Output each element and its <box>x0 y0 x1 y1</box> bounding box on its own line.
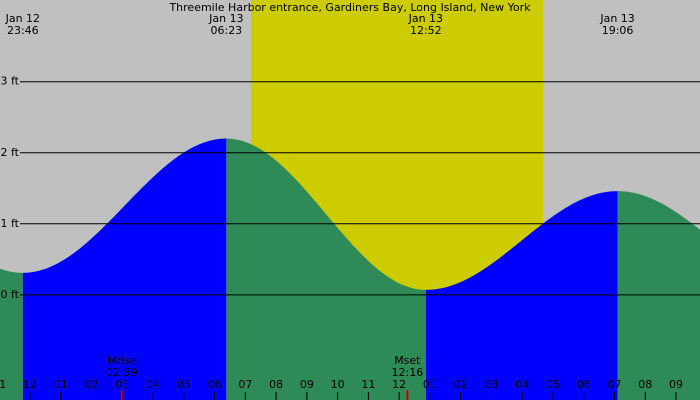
extreme-time: 06:23 <box>210 24 242 37</box>
x-tick-label: 09 <box>669 378 683 391</box>
x-tick-label: 05 <box>177 378 191 391</box>
chart-title: Threemile Harbor entrance, Gardiners Bay… <box>168 1 531 14</box>
x-tick-label: 01 <box>423 378 437 391</box>
extreme-date: Jan 13 <box>208 12 243 25</box>
x-tick-label: 12 <box>23 378 37 391</box>
tide-fill-falling <box>0 268 23 400</box>
x-tick-label: 07 <box>607 378 621 391</box>
extreme-date: Jan 13 <box>599 12 634 25</box>
moon-time: 12:16 <box>392 366 424 379</box>
extreme-time: 23:46 <box>7 24 39 37</box>
y-tick-label: 1 ft <box>1 217 20 230</box>
extreme-time: 12:52 <box>410 24 442 37</box>
x-tick-label: 07 <box>238 378 252 391</box>
x-tick-label: 05 <box>546 378 560 391</box>
y-tick-label: 0 ft <box>1 288 20 301</box>
y-tick-label: 3 ft <box>1 75 20 88</box>
y-tick-label: 2 ft <box>1 146 20 159</box>
label-layer: Threemile Harbor entrance, Gardiners Bay… <box>0 1 683 391</box>
x-tick-label: 03 <box>484 378 498 391</box>
tide-fill-trailing <box>617 191 700 400</box>
x-tick-label: 12 <box>392 378 406 391</box>
tide-fill-rising <box>22 138 227 400</box>
x-tick-label: 03 <box>115 378 129 391</box>
x-tick-label: 04 <box>515 378 529 391</box>
x-tick-label: 10 <box>331 378 345 391</box>
tide-fills <box>0 138 700 400</box>
extreme-time: 19:06 <box>602 24 634 37</box>
moon-label: Mset <box>394 354 421 367</box>
x-tick-label: 04 <box>146 378 160 391</box>
x-tick-label: 09 <box>300 378 314 391</box>
x-tick-label: 11 <box>0 378 6 391</box>
extreme-date: Jan 13 <box>408 12 443 25</box>
x-tick-label: 06 <box>577 378 591 391</box>
x-tick-label: 02 <box>454 378 468 391</box>
extreme-date: Jan 12 <box>5 12 40 25</box>
x-tick-label: 08 <box>269 378 283 391</box>
x-tick-label: 02 <box>85 378 99 391</box>
x-tick-label: 01 <box>54 378 68 391</box>
x-tick-label: 06 <box>208 378 222 391</box>
moon-label: Mrise <box>107 354 137 367</box>
moon-time: 02:59 <box>106 366 138 379</box>
grid-layer <box>20 81 700 400</box>
tide-fill-rising <box>425 191 618 400</box>
tide-fill-falling <box>226 138 426 400</box>
x-tick-label: 11 <box>361 378 375 391</box>
x-tick-label: 08 <box>638 378 652 391</box>
